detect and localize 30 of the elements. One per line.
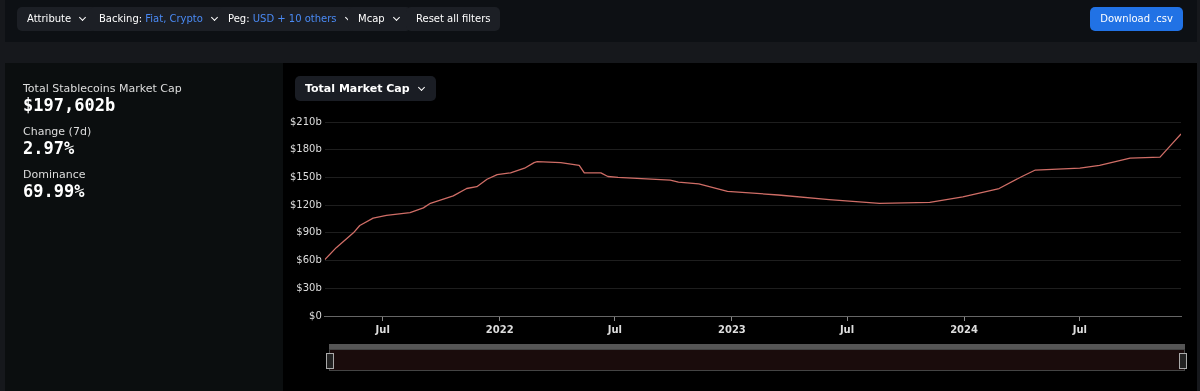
- text: Dominance: [23, 168, 86, 181]
- text: Total Stablecoins Market Cap: [23, 82, 182, 95]
- y-tick-label: $60b: [296, 254, 322, 266]
- text: Fiat, Crypto: [144, 13, 203, 24]
- y-tick-label: $120b: [290, 198, 322, 210]
- x-tick-label: Jul: [606, 323, 622, 335]
- y-tick-label: $210b: [290, 115, 322, 127]
- x-tick-label: Jul: [1071, 323, 1087, 335]
- y-tick-label: $180b: [290, 143, 322, 155]
- x-tick-label: Jul: [374, 323, 390, 335]
- x-tick-label: 2023: [717, 323, 746, 335]
- x-tick-label: 2024: [950, 323, 979, 335]
- y-tick-label: $30b: [296, 281, 322, 293]
- text: Change (7d): [23, 125, 92, 138]
- text: Backing:: [99, 13, 143, 24]
- text: Download .csv: [1090, 7, 1183, 31]
- text: Peg:: [228, 13, 250, 24]
- text: USD + 10 others: [251, 13, 337, 24]
- y-tick-label: $90b: [296, 226, 322, 238]
- text: Mcap: [358, 13, 385, 24]
- y-tick-label: $150b: [290, 171, 322, 183]
- text: 69.99%: [23, 181, 85, 201]
- text: Attribute: [27, 13, 72, 24]
- x-tick-label: Jul: [838, 323, 855, 335]
- text: $197,602b: [23, 95, 116, 115]
- text: Reset all filters: [416, 13, 491, 24]
- x-tick-label: 2022: [485, 323, 514, 335]
- text: 2.97%: [23, 138, 75, 158]
- y-tick-label: $0: [309, 309, 322, 321]
- chart-title: Total Market Cap: [295, 76, 436, 101]
